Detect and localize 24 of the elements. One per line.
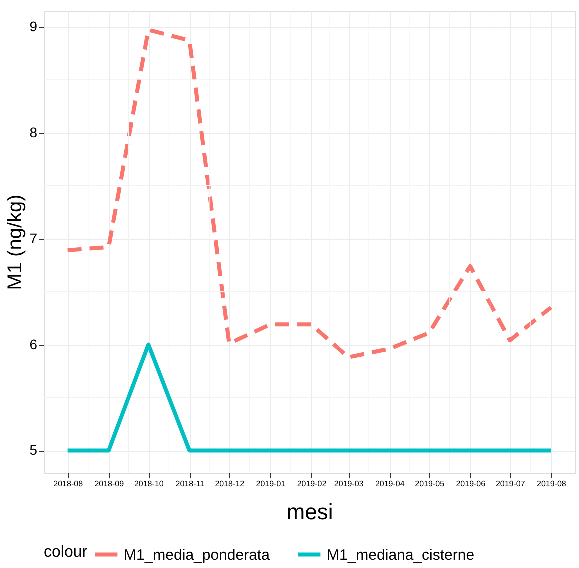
- y-tick-label: 5: [30, 442, 38, 458]
- legend-label: M1_media_ponderata: [124, 546, 271, 564]
- y-tick-label: 8: [30, 124, 38, 140]
- y-tick-label: 6: [30, 336, 38, 352]
- x-tick-label: 2018-08: [54, 480, 84, 488]
- x-tick-label: 2018-11: [176, 480, 206, 488]
- x-tick-label: 2019-05: [415, 480, 446, 488]
- legend-label: M1_mediana_cisterne: [327, 546, 475, 564]
- x-tick-label: 2018-10: [134, 480, 164, 488]
- x-tick-label: 2019-07: [496, 480, 526, 488]
- y-axis-title: M1 (ng/kg): [4, 194, 27, 290]
- y-tick-label: 7: [30, 230, 38, 246]
- x-tick-label: 2019-01: [256, 480, 286, 488]
- line-series: [66, 28, 554, 360]
- x-tick-label: 2019-03: [334, 480, 364, 488]
- x-tick-label: 2019-04: [375, 480, 406, 488]
- x-tick-label: 2019-08: [536, 480, 567, 488]
- x-tick-label: 2019-02: [297, 480, 328, 488]
- x-tick-label: 2018-09: [94, 480, 125, 488]
- legend-title: colour: [44, 544, 88, 561]
- x-axis-title: mesi: [286, 500, 334, 524]
- x-tick-label: 2018-12: [215, 480, 246, 488]
- y-tick-label: 9: [30, 18, 38, 34]
- x-tick-label: 2019-06: [456, 480, 486, 488]
